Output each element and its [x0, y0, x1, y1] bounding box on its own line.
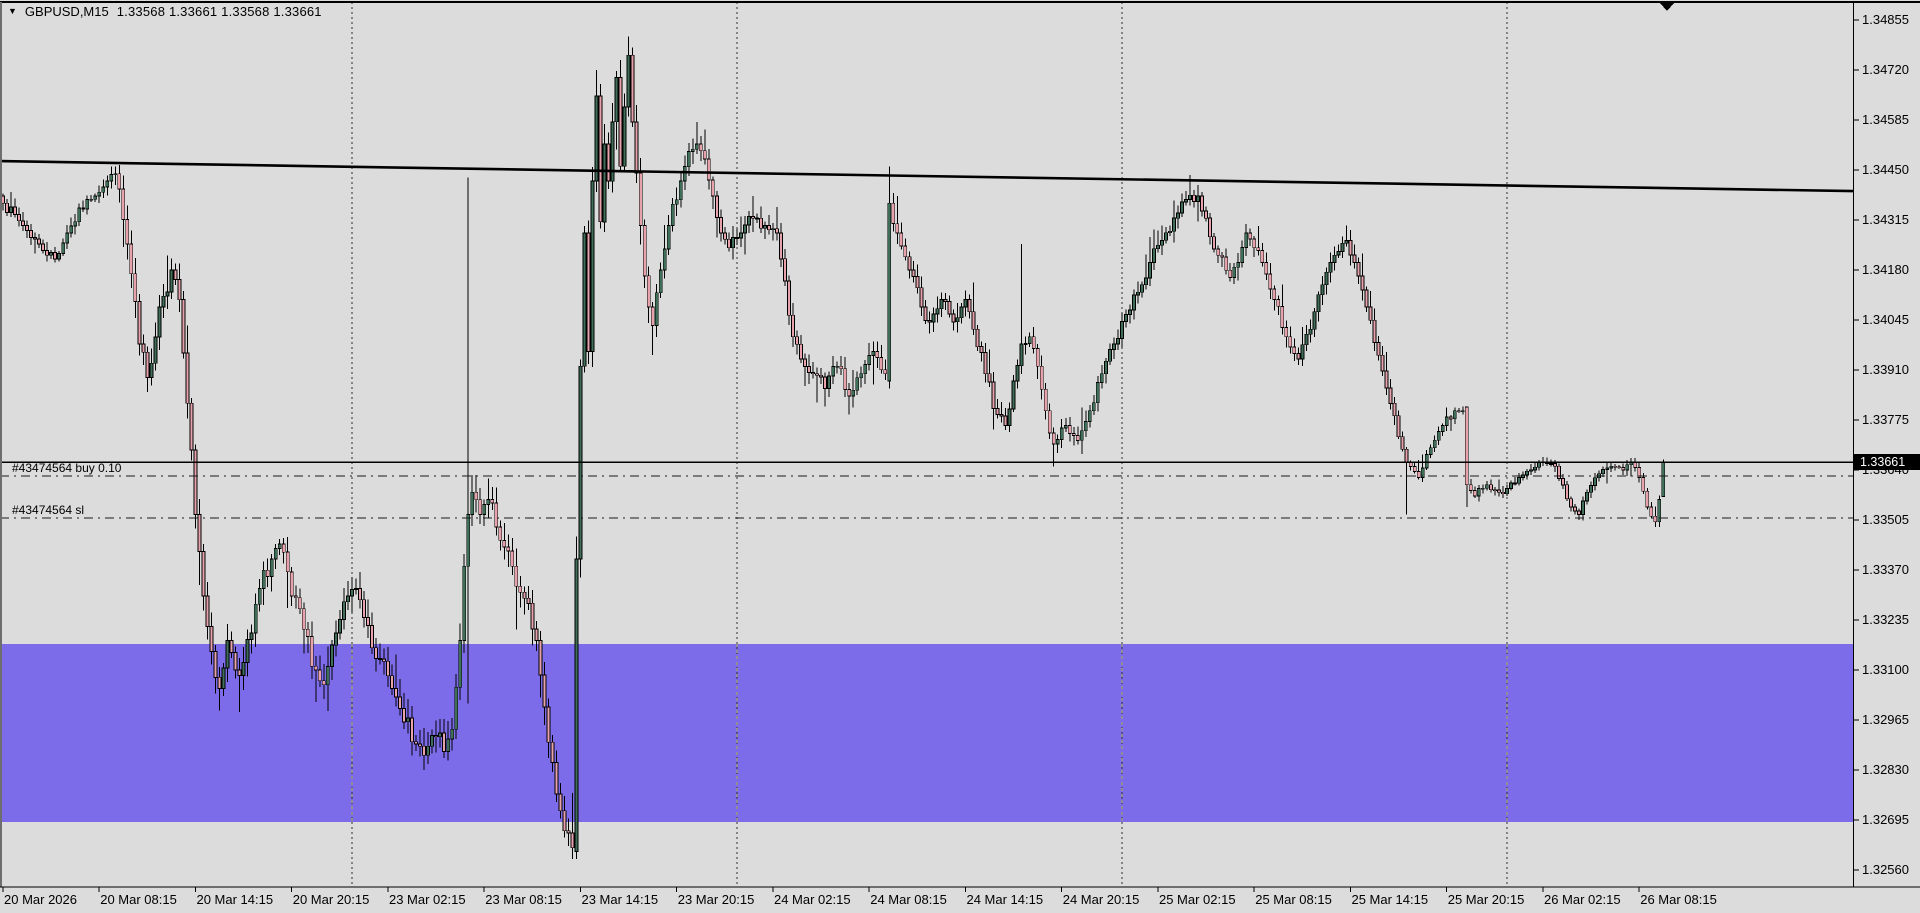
candles-group — [1, 36, 1666, 859]
price-axis-label: 1.34450 — [1862, 162, 1909, 177]
time-axis-label: 20 Mar 2026 — [4, 892, 77, 907]
price-axis-label: 1.32830 — [1862, 762, 1909, 777]
time-axis-label: 20 Mar 08:15 — [100, 892, 177, 907]
time-axis-label: 23 Mar 14:15 — [581, 892, 659, 907]
price-axis-label: 1.32965 — [1862, 712, 1909, 727]
trend-line[interactable] — [0, 159, 1854, 193]
time-axis-label: 20 Mar 20:15 — [292, 892, 370, 907]
price-axis-label: 1.34585 — [1862, 112, 1909, 127]
symbol-dropdown-icon[interactable]: ▼ — [8, 6, 17, 16]
current-price-badge: 1.33661 — [1854, 454, 1920, 471]
stop-loss-label[interactable]: #43474564 sl — [12, 503, 85, 518]
price-axis-label: 1.32695 — [1862, 812, 1909, 827]
time-axis-label: 24 Mar 20:15 — [1062, 892, 1140, 907]
time-axis-label: 25 Mar 14:15 — [1351, 892, 1429, 907]
top-marker-icon — [1660, 3, 1674, 11]
chart-title: ▼ GBPUSD,M15 1.33568 1.33661 1.33568 1.3… — [8, 4, 322, 19]
price-axis-label: 1.33505 — [1862, 512, 1909, 527]
time-axis-label: 23 Mar 08:15 — [485, 892, 562, 907]
price-axis-label: 1.34180 — [1862, 262, 1909, 277]
symbol-period-label: GBPUSD,M15 — [24, 4, 109, 19]
time-axis-label: 26 Mar 08:15 — [1640, 892, 1717, 907]
time-axis-label: 20 Mar 14:15 — [196, 892, 274, 907]
time-axis-label: 23 Mar 02:15 — [388, 892, 466, 907]
time-axis-label: 24 Mar 08:15 — [870, 892, 947, 907]
buy-order-label[interactable]: #43474564 buy 0.10 — [12, 460, 122, 475]
price-axis-label: 1.32560 — [1862, 862, 1909, 877]
time-axis-label: 25 Mar 20:15 — [1447, 892, 1525, 907]
time-axis-label: 24 Mar 14:15 — [966, 892, 1044, 907]
price-axis-label: 1.33775 — [1862, 412, 1909, 427]
price-axis-label: 1.34315 — [1862, 212, 1909, 227]
time-axis-label: 26 Mar 02:15 — [1543, 892, 1621, 907]
price-axis-label: 1.34855 — [1862, 12, 1909, 27]
demand-zone[interactable] — [0, 644, 1853, 822]
time-axis-label: 25 Mar 02:15 — [1158, 892, 1236, 907]
time-axis-label: 23 Mar 20:15 — [677, 892, 755, 907]
price-axis-label: 1.33235 — [1862, 612, 1909, 627]
ohlc-values: 1.33568 1.33661 1.33568 1.33661 — [116, 4, 322, 19]
time-axis-label: 24 Mar 02:15 — [773, 892, 851, 907]
price-axis-label: 1.34045 — [1862, 312, 1909, 327]
price-axis-label: 1.33910 — [1862, 362, 1909, 377]
price-axis-label: 1.33370 — [1862, 562, 1909, 577]
price-axis-label: 1.34720 — [1862, 62, 1909, 77]
time-axis-label: 25 Mar 08:15 — [1255, 892, 1332, 907]
price-axis-label: 1.33100 — [1862, 662, 1909, 677]
